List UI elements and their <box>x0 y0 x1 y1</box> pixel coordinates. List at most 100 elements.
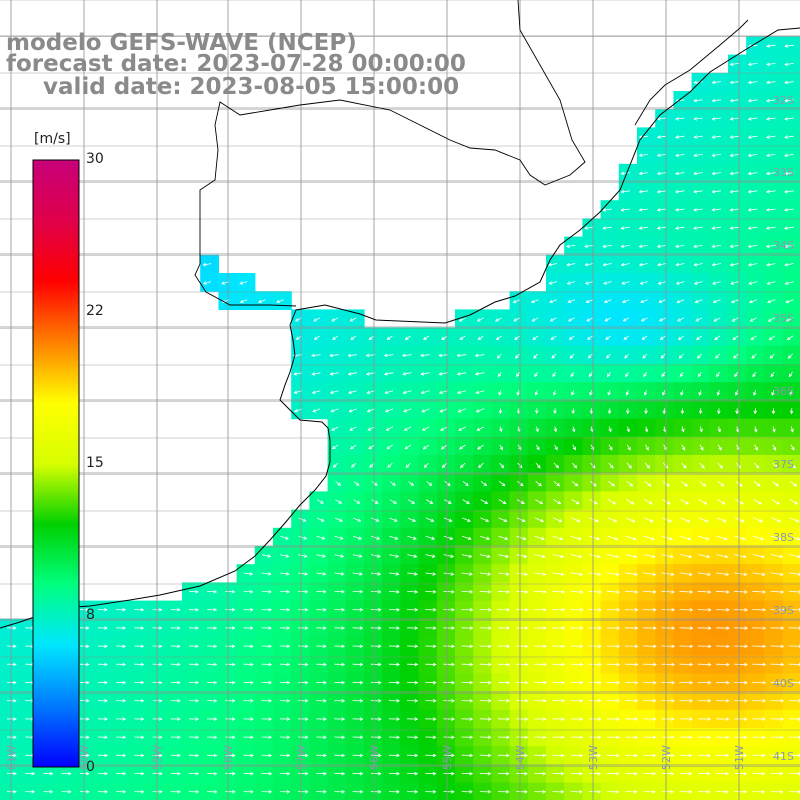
wind-arrow-head <box>438 372 443 376</box>
wind-arrow <box>443 591 455 593</box>
wind-arrow-head <box>140 771 145 776</box>
wind-arrow <box>258 299 266 303</box>
wind-arrow-head <box>104 644 108 648</box>
wind-arrow-head <box>658 318 663 322</box>
wind-arrow <box>571 499 580 505</box>
wind-arrow-head <box>725 717 730 721</box>
wind-arrow-head <box>195 735 200 740</box>
wind-arrow-head <box>625 373 629 378</box>
wind-arrow-head <box>675 262 680 267</box>
wind-arrow-head <box>401 353 406 358</box>
wind-arrow <box>497 371 502 377</box>
wind-arrow-head <box>785 299 790 304</box>
wind-arrow <box>516 371 520 377</box>
wind-arrow-head <box>504 536 509 541</box>
wind-cell <box>728 345 747 365</box>
wind-arrow-head <box>699 428 703 433</box>
wind-arrow-head <box>359 735 364 740</box>
wind-arrow-head <box>202 281 207 285</box>
colorbar-tick-15: 15 <box>86 455 104 471</box>
wind-cell <box>618 327 638 347</box>
wind-arrow <box>566 263 576 266</box>
wind-cell <box>746 364 765 383</box>
wind-cell <box>600 327 620 347</box>
wind-arrow-head <box>761 735 766 740</box>
wind-arrow <box>589 390 593 396</box>
wind-arrow-head <box>760 537 765 541</box>
lat-label: 37S <box>773 458 794 471</box>
wind-arrow-head <box>540 518 545 523</box>
wind-arrow <box>699 444 704 451</box>
wind-arrow-head <box>688 554 693 559</box>
wind-arrow-head <box>542 735 547 740</box>
wind-arrow <box>790 462 796 469</box>
wind-cell <box>655 364 674 383</box>
valid-date: valid date: 2023-08-05 15:00:00 <box>43 74 460 100</box>
wind-arrow <box>643 572 656 575</box>
wind-arrow-head <box>322 589 327 594</box>
wind-arrow <box>334 554 344 557</box>
wind-arrow <box>621 245 630 247</box>
wind-arrow-head <box>579 753 583 758</box>
wind-cell <box>673 364 693 383</box>
wind-arrow-head <box>478 464 482 469</box>
wind-arrow <box>588 554 600 558</box>
wind-arrow-head <box>13 717 17 721</box>
wind-arrow-head <box>432 608 437 612</box>
wind-arrow-head <box>574 482 579 487</box>
wind-arrow-head <box>295 336 300 340</box>
wind-arrow-head <box>778 537 783 541</box>
wind-arrow <box>352 572 363 575</box>
wind-arrow-head <box>396 771 400 776</box>
wind-arrow <box>479 572 491 575</box>
wind-arrow <box>624 590 638 593</box>
wind-arrow-head <box>719 465 723 469</box>
wind-cell <box>418 436 438 456</box>
wind-arrow-head <box>338 500 343 504</box>
wind-arrow-head <box>476 427 481 431</box>
lon-label: 56W <box>368 745 381 770</box>
wind-arrow-head <box>438 390 443 395</box>
wind-arrow-head <box>726 644 730 649</box>
wind-arrow <box>567 299 576 303</box>
wind-cell <box>364 418 383 438</box>
wind-arrow-head <box>607 391 611 396</box>
wind-arrow-head <box>671 699 675 703</box>
wind-arrow <box>730 190 740 193</box>
wind-arrow-head <box>432 662 437 667</box>
wind-arrow-head <box>689 644 694 649</box>
wind-arrow-head <box>104 699 108 703</box>
wind-arrow-head <box>522 518 526 523</box>
wind-arrow-head <box>104 680 108 685</box>
wind-arrow <box>552 535 563 540</box>
wind-arrow-head <box>304 608 309 612</box>
wind-arrow-head <box>689 572 693 577</box>
wind-arrow-head <box>597 771 602 776</box>
wind-arrow-head <box>469 790 473 794</box>
wind-arrow-head <box>707 626 712 630</box>
wind-arrow-head <box>350 445 354 450</box>
wind-arrow-head <box>322 572 327 576</box>
wind-arrow-head <box>268 608 272 612</box>
wind-arrow <box>716 535 728 540</box>
wind-arrow-head <box>769 355 774 359</box>
wind-arrow-head <box>386 336 391 340</box>
wind-arrow-head <box>368 336 373 340</box>
wind-arrow-head <box>670 771 675 776</box>
wind-arrow-head <box>561 590 566 594</box>
wind-arrow <box>693 172 703 175</box>
wind-arrow-head <box>86 699 90 703</box>
wind-arrow-head <box>689 699 694 703</box>
wind-cell <box>582 345 602 365</box>
wind-arrow-head <box>762 626 767 630</box>
wind-arrow <box>605 335 612 340</box>
wind-arrow <box>532 335 539 340</box>
lon-label: 57W <box>295 745 308 770</box>
wind-arrow-head <box>538 482 542 487</box>
wind-arrow <box>549 281 558 285</box>
wind-arrow-head <box>469 662 474 667</box>
wind-arrow-head <box>404 336 409 340</box>
wind-arrow-head <box>414 680 419 685</box>
wind-arrow-head <box>780 644 785 649</box>
wind-arrow-head <box>761 790 766 794</box>
